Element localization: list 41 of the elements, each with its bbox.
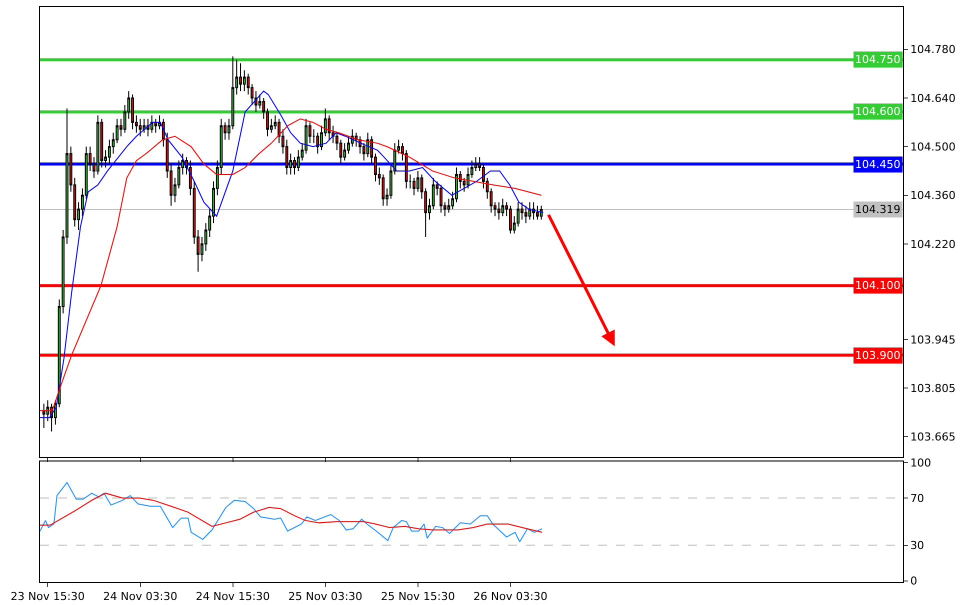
y-tick-label: 104.360 [910, 189, 956, 202]
candlestick [528, 202, 532, 220]
candlestick [146, 118, 150, 137]
y-tick-label: 103.805 [910, 382, 956, 395]
y-tick-label: 70 [910, 492, 924, 505]
candlestick [532, 202, 536, 220]
candlestick [142, 118, 146, 134]
x-tick-label: 25 Nov 15:30 [380, 590, 455, 604]
candlestick [501, 198, 504, 217]
candlestick [440, 184, 442, 214]
ref-line-label: 104.450 [855, 158, 900, 171]
candlestick [239, 62, 242, 92]
y-tick-label: 104.500 [910, 140, 956, 154]
ref-line-label: 104.600 [855, 105, 900, 118]
candlestick [131, 94, 134, 130]
y-tick-label: 100 [910, 456, 932, 470]
y-tick-label: 104.640 [910, 92, 956, 105]
candlestick [354, 132, 358, 148]
candlestick [536, 205, 539, 220]
ref-line-label: 103.900 [855, 349, 900, 362]
candlestick [524, 205, 528, 224]
ref-line-label: 104.319 [855, 203, 900, 216]
y-tick-label: 104.780 [910, 43, 956, 56]
x-tick-label: 24 Nov 03:30 [103, 590, 178, 604]
y-tick-label: 103.665 [910, 430, 956, 444]
y-tick-label: 104.220 [910, 238, 956, 251]
candlestick [509, 205, 512, 234]
x-tick-label: 26 Nov 03:30 [473, 590, 548, 604]
x-tick-label: 24 Nov 15:30 [196, 590, 270, 604]
ref-line-label: 104.750 [855, 53, 900, 66]
candlestick [154, 118, 158, 134]
y-tick-label: 0 [910, 574, 918, 588]
candlestick [138, 118, 142, 137]
candlestick [497, 202, 500, 220]
y-tick-label: 103.945 [910, 333, 956, 346]
ref-line-label: 104.100 [855, 279, 900, 292]
candlestick [96, 114, 100, 175]
y-tick-label: 30 [910, 539, 924, 552]
x-tick-label: 23 Nov 15:30 [10, 590, 85, 604]
x-tick-label: 25 Nov 03:30 [288, 590, 362, 604]
candlestick [150, 114, 154, 134]
